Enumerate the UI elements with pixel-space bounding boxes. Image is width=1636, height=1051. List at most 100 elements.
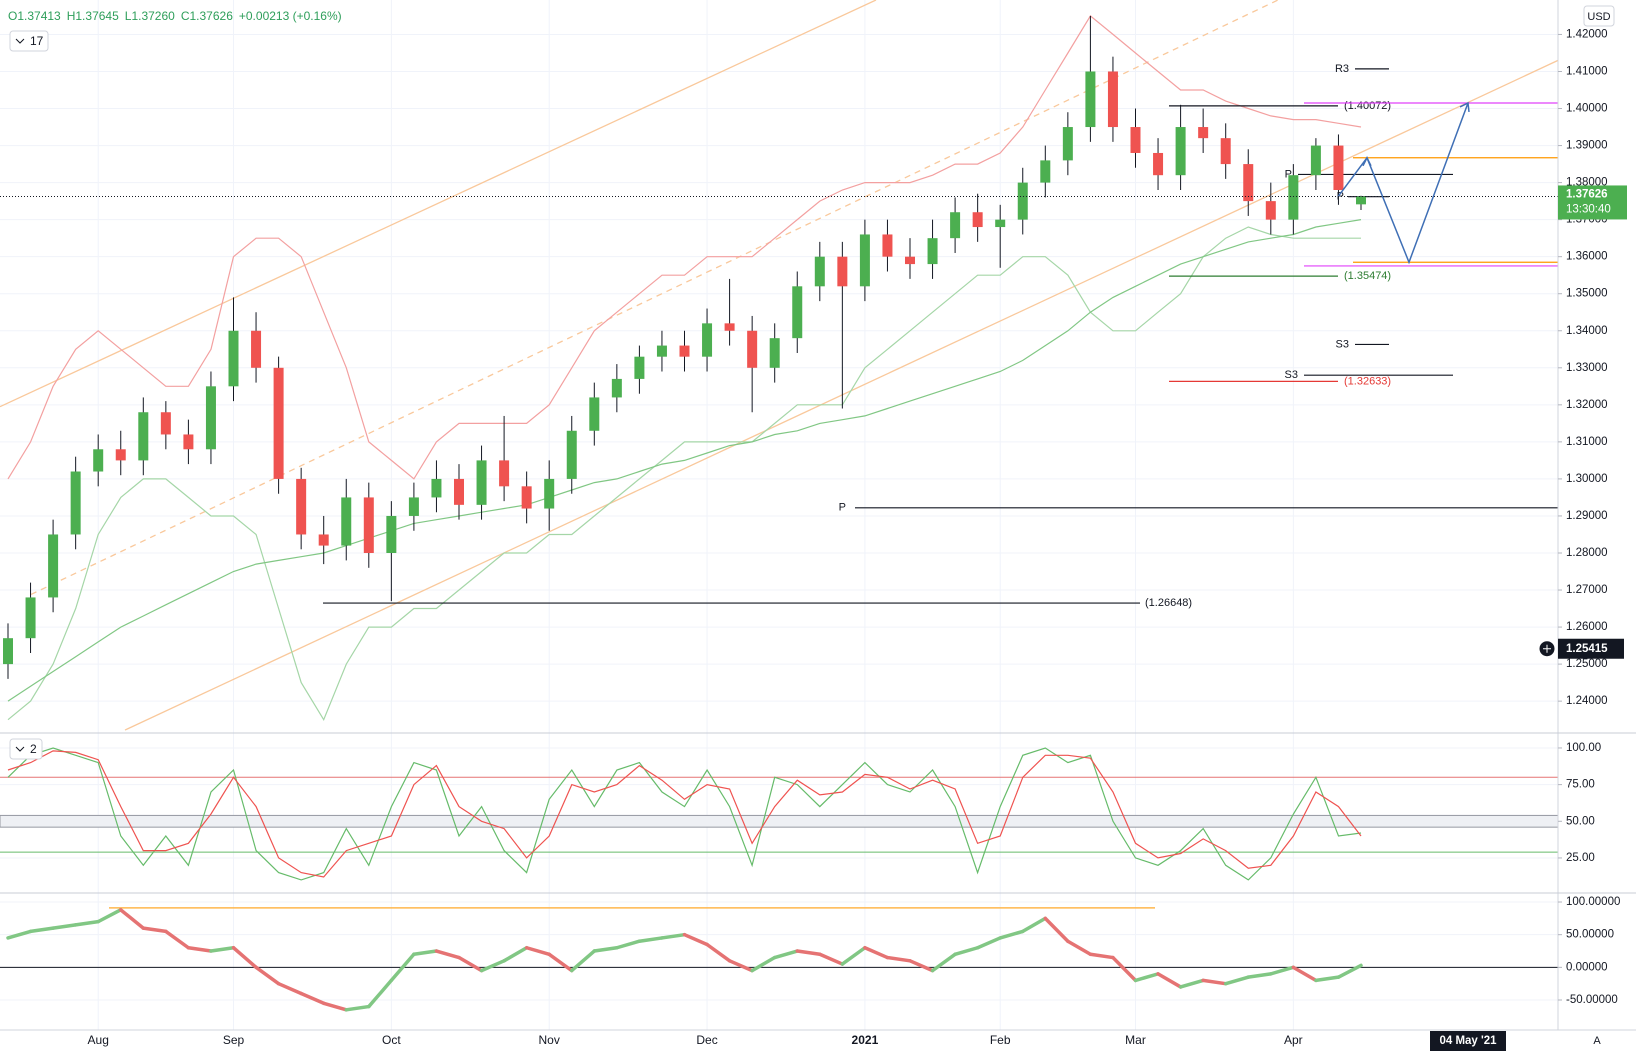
y-tick-label: 1.39000	[1566, 140, 1608, 152]
oscillator-segment	[321, 1001, 348, 1012]
last-price: 1.37626	[1566, 188, 1608, 200]
oscillator-segment	[1178, 978, 1205, 989]
candle-body	[702, 323, 713, 357]
y-tick-label: 1.28000	[1566, 547, 1608, 559]
ohlc-value: H1.37645	[67, 9, 119, 23]
level-label: S3	[1285, 369, 1298, 381]
level-label: (1.35474)	[1344, 270, 1391, 282]
oscillator-segment	[660, 932, 687, 940]
candle-body	[1040, 160, 1051, 183]
oscillator-segment	[389, 952, 416, 983]
candle-body	[859, 234, 870, 287]
oscillator-segment	[795, 949, 822, 957]
candle-body	[318, 534, 329, 546]
candle-body	[48, 534, 59, 598]
candle-body	[1243, 164, 1254, 202]
oscillator-segment	[1223, 975, 1250, 986]
oscillator-segment	[119, 908, 146, 930]
oscillator-segment	[479, 959, 506, 973]
oscillator-segment	[1088, 952, 1115, 960]
y-tick-label: 100.00	[1566, 742, 1601, 754]
y-tick-label: 1.32000	[1566, 399, 1608, 411]
arrow-head	[1459, 101, 1470, 113]
candle-body	[521, 486, 532, 509]
oscillator-segment	[592, 945, 619, 953]
y-tick-label: 1.31000	[1566, 436, 1608, 448]
y-tick-label: 1.35000	[1566, 288, 1608, 300]
y-tick-label: 50.00000	[1566, 929, 1614, 941]
y-tick-label: 1.42000	[1566, 28, 1608, 40]
oscillator-segment	[231, 945, 258, 970]
oscillator-segment	[457, 955, 484, 973]
indicator-count: 17	[30, 34, 44, 48]
candle-body	[1333, 145, 1344, 191]
level-label: R3	[1335, 63, 1349, 75]
countdown: 13:30:40	[1566, 203, 1611, 215]
trend-line	[0, 0, 877, 408]
candle-body	[386, 515, 397, 553]
oscillator-segment	[141, 926, 168, 934]
oscillator-segment	[547, 952, 574, 973]
oscillator-segment	[863, 945, 890, 960]
candle-body	[1130, 127, 1141, 153]
indicator-toggle[interactable]	[9, 30, 49, 52]
oscillator-segment	[998, 929, 1025, 940]
oscillator-segment	[1314, 975, 1341, 983]
candle-body	[927, 238, 938, 265]
y-tick-label: 1.33000	[1566, 362, 1608, 374]
y-tick-label: 1.26000	[1566, 621, 1608, 633]
oscillator-segment	[885, 955, 912, 963]
level-label: P	[1285, 168, 1292, 180]
time-marker-box	[1430, 1031, 1506, 1051]
candle-body	[679, 345, 690, 357]
candle-body	[115, 449, 126, 461]
oscillator-segment	[1269, 965, 1296, 976]
oscillator-segment	[344, 1004, 371, 1012]
y-tick-label: 1.29000	[1566, 510, 1608, 522]
oscillator-segment	[727, 959, 754, 973]
projection-path	[1337, 102, 1469, 265]
scale-mode[interactable]: A	[1593, 1035, 1601, 1047]
indicator-toggle[interactable]	[9, 738, 43, 760]
level-label: P	[839, 502, 846, 514]
currency-button[interactable]	[1583, 5, 1615, 27]
oscillator-segment	[975, 936, 1002, 950]
oscillator-segment	[6, 929, 33, 940]
candle-body	[634, 356, 645, 379]
y-tick-label: 1.40000	[1566, 103, 1608, 115]
oscillator-segment	[908, 959, 935, 973]
y-tick-label: 50.00	[1566, 815, 1595, 827]
oscillator-segment	[840, 945, 867, 966]
x-tick-label: Mar	[1125, 1033, 1146, 1047]
candle-body	[1310, 145, 1321, 176]
candle-body	[792, 286, 803, 339]
y-tick-label: 25.00	[1566, 852, 1595, 864]
candle-body	[70, 471, 81, 535]
oscillator-segment	[73, 919, 100, 927]
plot: R3 (1.40072) P P (1.35474) S3 S3 (1.32633) P (1.2…	[0, 0, 1559, 1012]
candle-body	[138, 412, 149, 461]
oscillator-segment	[412, 949, 439, 957]
ohlc-value: C1.37626	[181, 9, 233, 23]
indicator-count: 2	[30, 742, 37, 756]
upper-band	[7, 14, 1362, 480]
plus-icon	[1543, 644, 1551, 653]
level-label: (1.40072)	[1344, 100, 1391, 112]
last-price-box	[1558, 185, 1627, 220]
stoch-band	[0, 814, 1559, 828]
x-tick-label: Aug	[88, 1033, 109, 1047]
candle-body	[769, 338, 780, 368]
ohlc-value: L1.37260	[125, 9, 175, 23]
oscillator-segment	[682, 932, 709, 947]
candle-body	[656, 345, 667, 357]
stoch-line	[7, 750, 1362, 878]
oscillator-segment	[1156, 972, 1183, 989]
candle-body	[476, 460, 487, 505]
candle-body	[1017, 182, 1028, 220]
level-label: (1.26648)	[1145, 597, 1192, 609]
x-tick-label: Sep	[223, 1033, 245, 1047]
candle-body	[205, 386, 216, 450]
ui: USD 17 2 A O1.37413 H1.37645 L1.37260 C1.37…	[8, 5, 1627, 1051]
